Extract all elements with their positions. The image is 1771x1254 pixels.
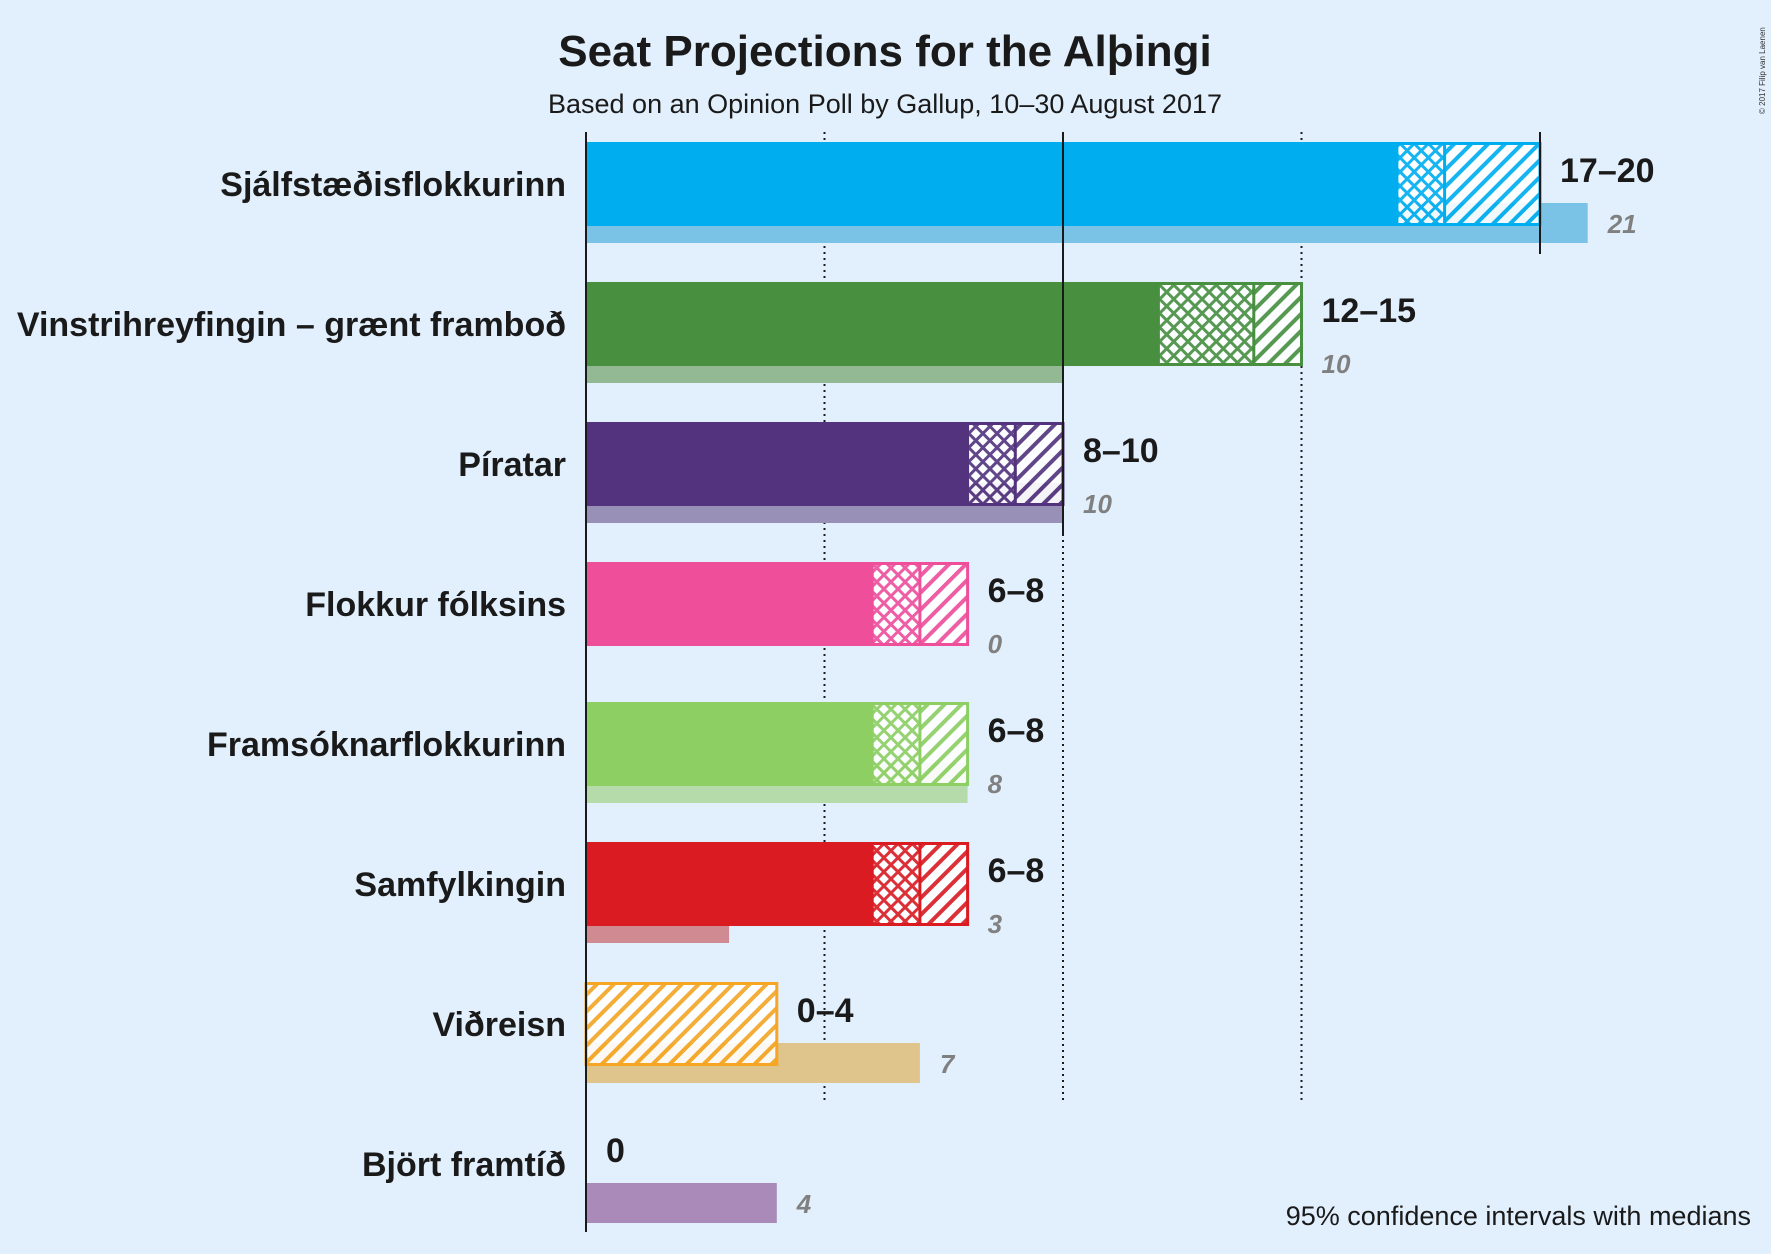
- party-label: Björt framtíð: [362, 1146, 566, 1184]
- range-label: 12–15: [1322, 292, 1417, 330]
- party-label: Vinstrihreyfingin – grænt framboð: [17, 306, 566, 344]
- confidence-bar-lower: [967, 422, 1016, 506]
- chart-title: Seat Projections for the Alþingi: [558, 27, 1212, 76]
- range-label: 6–8: [988, 712, 1045, 750]
- party-label: Framsóknarflokkurinn: [207, 726, 566, 764]
- last-result-label: 4: [796, 1189, 812, 1219]
- last-result-label: 21: [1607, 209, 1637, 239]
- last-result-label: 7: [940, 1049, 956, 1079]
- party-label: Sjálfstæðisflokkurinn: [220, 166, 566, 204]
- confidence-bar-solid: [586, 282, 1159, 366]
- range-label: 6–8: [988, 572, 1045, 610]
- last-result-label: 0: [988, 629, 1003, 659]
- confidence-bar-upper: [1444, 142, 1540, 226]
- chart-subtitle: Based on an Opinion Poll by Gallup, 10–3…: [548, 89, 1222, 119]
- copyright-text: © 2017 Filip van Laenen: [1758, 27, 1767, 114]
- confidence-bar-upper: [919, 702, 968, 786]
- confidence-bar-upper: [919, 842, 968, 926]
- confidence-bar-lower: [872, 562, 920, 646]
- confidence-bar-lower: [872, 702, 920, 786]
- party-label: Viðreisn: [432, 1006, 566, 1044]
- last-result-label: 3: [988, 909, 1003, 939]
- last-result-label: 10: [1083, 489, 1112, 519]
- confidence-bar-upper: [919, 562, 968, 646]
- confidence-bar-lower: [1396, 142, 1445, 226]
- confidence-bar-solid: [586, 842, 873, 926]
- party-bars: Sjálfstæðisflokkurinn 17–20 21 Vinstrihreyf…: [17, 132, 1655, 1232]
- last-result-label: 10: [1322, 349, 1351, 379]
- confidence-bar-solid: [586, 142, 1397, 226]
- range-label: 17–20: [1560, 152, 1655, 190]
- confidence-bar-upper: [1015, 422, 1063, 506]
- party-label: Píratar: [458, 446, 566, 484]
- range-label: 8–10: [1083, 432, 1159, 470]
- confidence-bar-lower: [872, 842, 920, 926]
- range-label: 0–4: [797, 992, 854, 1030]
- party-label: Flokkur fólksins: [305, 586, 566, 624]
- confidence-bar-solid: [586, 702, 873, 786]
- confidence-bar-solid: [586, 422, 968, 506]
- party-label: Samfylkingin: [354, 866, 566, 904]
- range-label: 0: [606, 1132, 625, 1170]
- last-result-bar: [586, 1183, 777, 1223]
- confidence-bar-lower: [1158, 282, 1254, 366]
- last-result-label: 8: [988, 769, 1003, 799]
- confidence-bar-upper: [586, 982, 777, 1066]
- confidence-bar-solid: [586, 562, 873, 646]
- confidence-bar-upper: [1253, 282, 1302, 366]
- range-label: 6–8: [988, 852, 1045, 890]
- confidence-note: 95% confidence intervals with medians: [1286, 1201, 1751, 1231]
- confidence-outline: [1156, 282, 1304, 366]
